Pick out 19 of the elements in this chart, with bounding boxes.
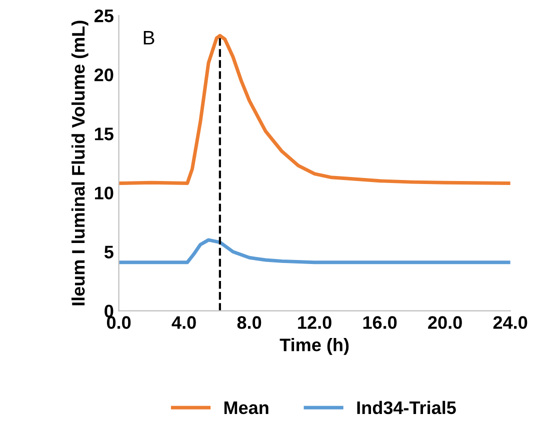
legend-label: Ind34-Trial5: [357, 400, 456, 414]
annotation: B: [144, 31, 154, 44]
x-axis-title: Time (h): [280, 338, 349, 355]
x-tick-label: 0.0: [106, 316, 131, 329]
y-tick-label: 5: [104, 246, 114, 258]
x-tick-label: 20.0: [428, 316, 462, 329]
y-tick-label: 20: [94, 68, 114, 82]
line-series: [118, 238, 510, 264]
y-tick-label: 15: [94, 128, 114, 140]
y-tick-label: 25: [94, 9, 114, 22]
x-tick-label: 16.0: [363, 316, 397, 329]
x-tick-label: 24.0: [493, 316, 528, 329]
y-tick-label: 0: [104, 304, 114, 318]
x-tick-label: 4.0: [172, 316, 196, 329]
x-tick-label: 12.0: [298, 316, 332, 329]
x-tick-label: 8.0: [237, 316, 262, 329]
y-axis-title: Ileum I luminal Fluid Volume (mL): [71, 20, 88, 306]
y-tick-label: 10: [94, 186, 114, 200]
legend-label: Mean: [224, 402, 268, 414]
